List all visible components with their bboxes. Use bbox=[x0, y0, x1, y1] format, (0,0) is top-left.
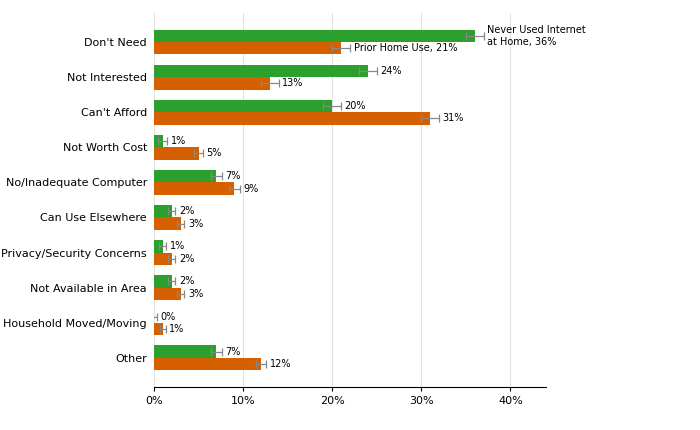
Bar bbox=[154, 275, 172, 288]
Text: 3%: 3% bbox=[188, 289, 203, 299]
Text: 2%: 2% bbox=[179, 254, 195, 264]
Bar bbox=[154, 112, 430, 125]
Bar bbox=[154, 240, 163, 252]
Bar bbox=[154, 77, 270, 89]
Text: 24%: 24% bbox=[380, 66, 402, 76]
Bar bbox=[154, 358, 261, 370]
Text: 1%: 1% bbox=[170, 241, 186, 252]
Bar bbox=[154, 147, 199, 160]
Bar bbox=[154, 100, 332, 112]
Bar bbox=[154, 65, 368, 77]
Text: 7%: 7% bbox=[225, 347, 241, 356]
Bar bbox=[154, 135, 163, 147]
Bar bbox=[154, 345, 216, 358]
Text: 2%: 2% bbox=[179, 276, 195, 286]
Bar bbox=[154, 288, 181, 300]
Text: 9%: 9% bbox=[243, 184, 258, 194]
Text: Never Used Internet
at Home, 36%: Never Used Internet at Home, 36% bbox=[487, 25, 586, 47]
Bar bbox=[154, 252, 172, 265]
Text: 31%: 31% bbox=[442, 114, 464, 123]
Text: 5%: 5% bbox=[206, 148, 222, 159]
Bar bbox=[154, 322, 163, 335]
Text: 1%: 1% bbox=[169, 324, 184, 334]
Text: 2%: 2% bbox=[179, 206, 195, 216]
Text: 7%: 7% bbox=[225, 171, 241, 181]
Text: 12%: 12% bbox=[270, 359, 291, 369]
Bar bbox=[154, 182, 234, 195]
Bar bbox=[154, 30, 475, 42]
Text: Prior Home Use, 21%: Prior Home Use, 21% bbox=[354, 43, 457, 53]
Text: 13%: 13% bbox=[282, 78, 304, 89]
Bar bbox=[154, 42, 341, 55]
Bar bbox=[154, 205, 172, 218]
Text: 1%: 1% bbox=[171, 136, 186, 146]
Text: 0%: 0% bbox=[160, 311, 176, 322]
Text: 3%: 3% bbox=[188, 218, 203, 229]
Text: 20%: 20% bbox=[344, 101, 366, 111]
Bar bbox=[154, 170, 216, 182]
Bar bbox=[154, 218, 181, 230]
